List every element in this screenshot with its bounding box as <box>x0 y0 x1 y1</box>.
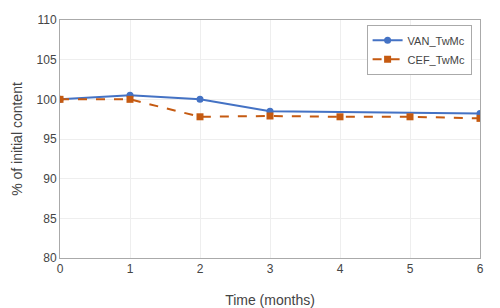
svg-text:4: 4 <box>337 262 344 276</box>
svg-text:105: 105 <box>37 53 57 67</box>
svg-text:3: 3 <box>267 262 274 276</box>
svg-text:% of initial content: % of initial content <box>9 82 25 196</box>
svg-text:5: 5 <box>407 262 414 276</box>
svg-text:2: 2 <box>197 262 204 276</box>
svg-text:80: 80 <box>43 251 57 265</box>
svg-text:90: 90 <box>43 172 57 186</box>
svg-text:95: 95 <box>43 132 57 146</box>
svg-text:Time (months): Time (months) <box>225 292 315 308</box>
svg-text:110: 110 <box>37 13 56 27</box>
svg-text:1: 1 <box>127 262 134 276</box>
svg-text:CEF_TwMc: CEF_TwMc <box>408 54 465 66</box>
svg-text:0: 0 <box>57 262 64 276</box>
svg-text:VAN_TwMc: VAN_TwMc <box>408 35 465 47</box>
svg-text:100: 100 <box>37 93 57 107</box>
svg-text:6: 6 <box>477 262 484 276</box>
svg-text:85: 85 <box>43 212 57 226</box>
